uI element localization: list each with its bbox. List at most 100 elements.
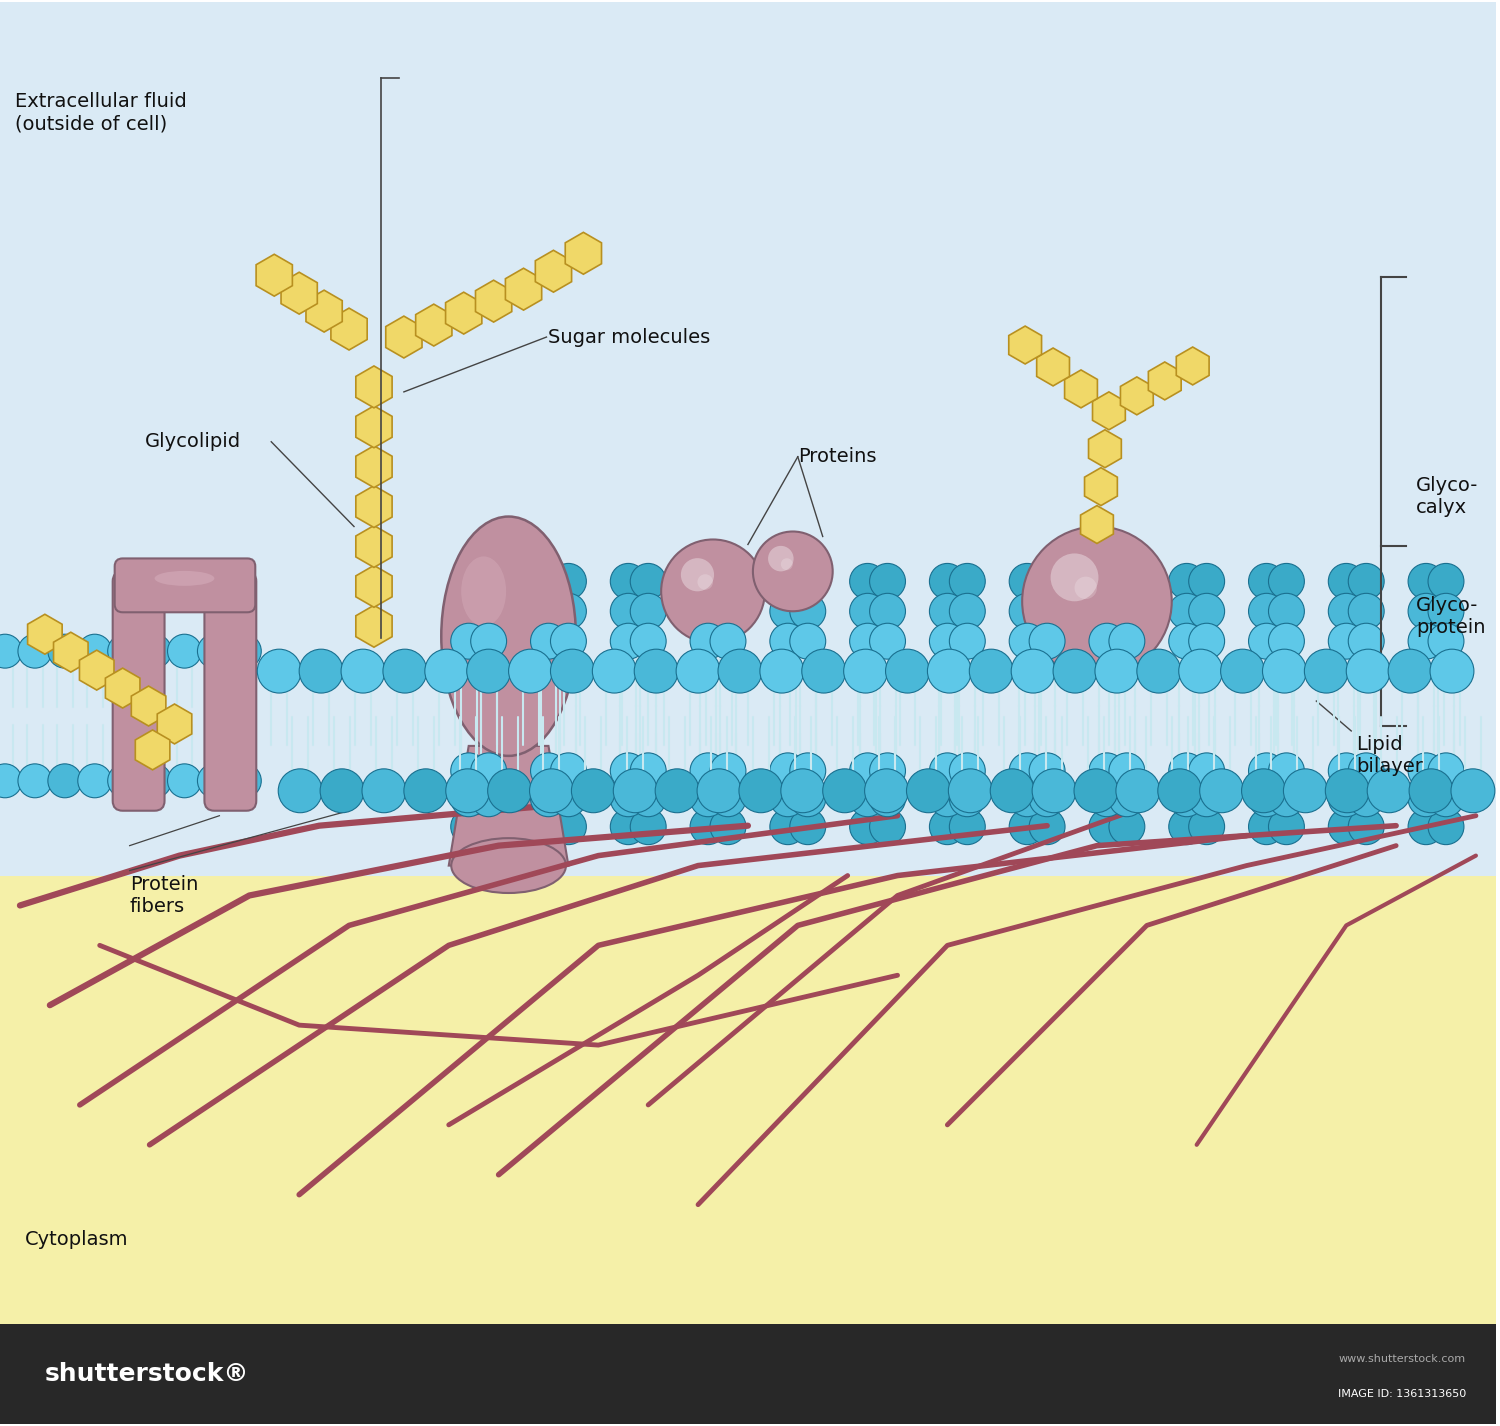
Circle shape (790, 593, 825, 629)
Polygon shape (356, 446, 392, 488)
Circle shape (1348, 563, 1384, 599)
Text: Glyco-
protein: Glyco- protein (1416, 596, 1485, 637)
Circle shape (18, 635, 53, 669)
Circle shape (572, 769, 615, 813)
Circle shape (1089, 593, 1125, 629)
Circle shape (471, 809, 507, 844)
Circle shape (471, 593, 507, 629)
Circle shape (950, 753, 986, 789)
Circle shape (1221, 649, 1264, 693)
Circle shape (770, 563, 806, 599)
Circle shape (710, 781, 746, 817)
Circle shape (1108, 753, 1144, 789)
Circle shape (885, 649, 930, 693)
Circle shape (1108, 781, 1144, 817)
Circle shape (471, 623, 507, 659)
Circle shape (466, 649, 510, 693)
Circle shape (710, 753, 746, 789)
Circle shape (950, 809, 986, 844)
Polygon shape (356, 566, 392, 607)
Text: Cytoplasm: Cytoplasm (26, 1231, 129, 1249)
Circle shape (1116, 769, 1160, 813)
Circle shape (690, 809, 726, 844)
Circle shape (1428, 809, 1464, 844)
Circle shape (1074, 769, 1118, 813)
Polygon shape (536, 251, 572, 292)
Polygon shape (158, 704, 192, 744)
Circle shape (849, 809, 885, 844)
Circle shape (790, 563, 825, 599)
Circle shape (610, 781, 646, 817)
Circle shape (1450, 769, 1496, 813)
Ellipse shape (441, 516, 576, 756)
Circle shape (1032, 769, 1076, 813)
Circle shape (1269, 781, 1305, 817)
Circle shape (550, 563, 586, 599)
Text: Glyco-
calyx: Glyco- calyx (1416, 476, 1479, 518)
Circle shape (1010, 753, 1046, 789)
Ellipse shape (460, 556, 506, 626)
Circle shape (930, 563, 966, 599)
Bar (0, 1325, 1496, 1425)
Circle shape (1029, 593, 1065, 629)
Circle shape (690, 753, 726, 789)
Circle shape (1430, 649, 1474, 693)
Circle shape (1269, 563, 1305, 599)
Circle shape (18, 764, 53, 797)
Circle shape (950, 593, 986, 629)
Circle shape (1428, 623, 1464, 659)
Circle shape (168, 764, 201, 797)
Polygon shape (1080, 506, 1113, 543)
Polygon shape (386, 317, 422, 358)
Ellipse shape (452, 838, 566, 893)
Text: Glycolipid: Glycolipid (144, 432, 240, 451)
Circle shape (531, 623, 567, 659)
Circle shape (870, 593, 906, 629)
Circle shape (1168, 809, 1204, 844)
Circle shape (446, 769, 489, 813)
Circle shape (1188, 593, 1224, 629)
Circle shape (1022, 526, 1172, 676)
Circle shape (760, 649, 804, 693)
Polygon shape (356, 366, 392, 408)
Circle shape (1329, 563, 1364, 599)
Polygon shape (1120, 376, 1154, 415)
Circle shape (1248, 563, 1284, 599)
Circle shape (690, 563, 726, 599)
Circle shape (424, 649, 468, 693)
Circle shape (930, 753, 966, 789)
Circle shape (690, 593, 726, 629)
Circle shape (1326, 769, 1370, 813)
Circle shape (450, 623, 486, 659)
Circle shape (1269, 753, 1305, 789)
Circle shape (592, 649, 636, 693)
Polygon shape (1084, 468, 1118, 506)
Circle shape (48, 635, 82, 669)
Circle shape (1179, 649, 1222, 693)
Circle shape (930, 623, 966, 659)
Circle shape (710, 563, 746, 599)
Circle shape (1348, 781, 1384, 817)
Circle shape (1248, 781, 1284, 817)
Circle shape (550, 623, 586, 659)
Circle shape (927, 649, 972, 693)
Circle shape (690, 781, 726, 817)
Circle shape (1329, 623, 1364, 659)
Circle shape (768, 546, 794, 572)
Circle shape (1108, 809, 1144, 844)
Circle shape (1168, 563, 1204, 599)
Circle shape (843, 649, 888, 693)
Circle shape (1263, 649, 1306, 693)
Circle shape (1029, 781, 1065, 817)
Circle shape (1010, 809, 1046, 844)
Circle shape (1269, 809, 1305, 844)
Circle shape (550, 753, 586, 789)
Circle shape (78, 635, 111, 669)
Polygon shape (446, 292, 482, 334)
Circle shape (1348, 809, 1384, 844)
Circle shape (382, 649, 427, 693)
Circle shape (864, 769, 909, 813)
Circle shape (870, 781, 906, 817)
Polygon shape (135, 730, 170, 770)
Circle shape (849, 623, 885, 659)
